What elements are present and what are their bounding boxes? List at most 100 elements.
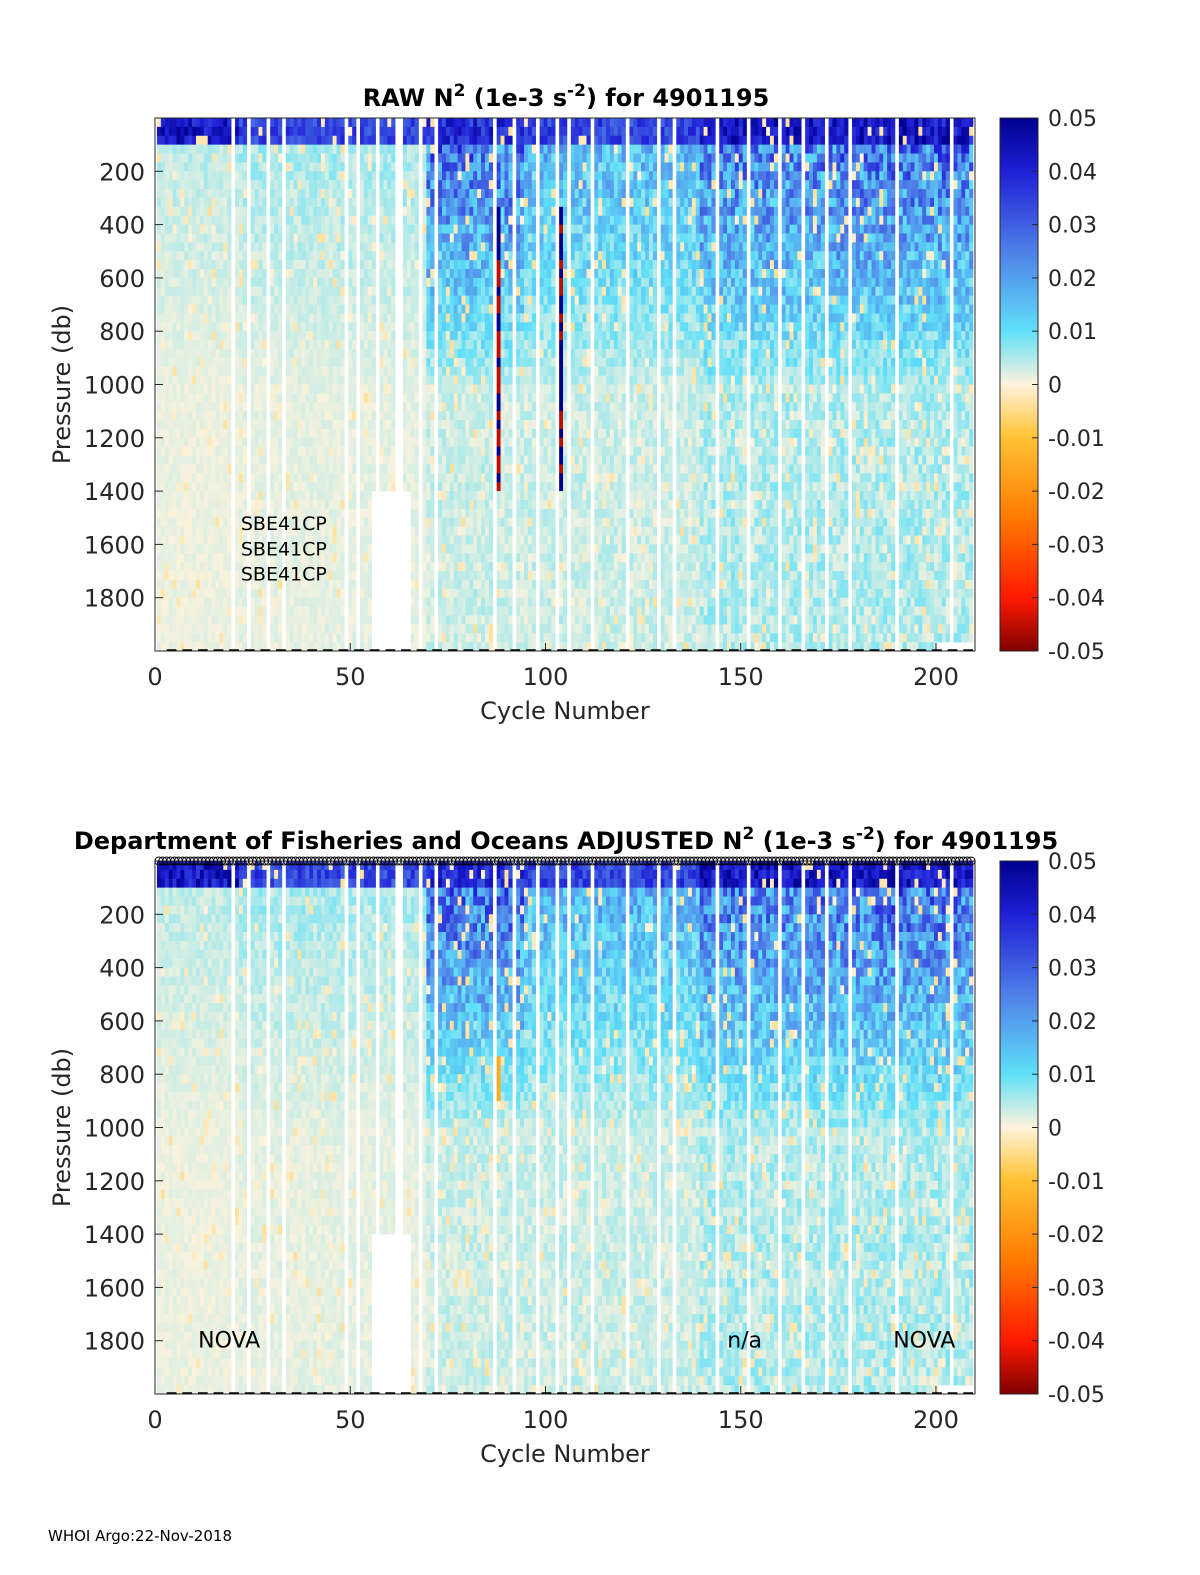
heatmap-cell	[524, 242, 528, 251]
heatmap-cell	[255, 482, 259, 491]
heatmap-cell	[532, 180, 536, 189]
heatmap-cell	[305, 500, 309, 509]
heatmap-cell	[180, 536, 184, 545]
heatmap-cell	[208, 393, 212, 402]
heatmap-cell	[216, 607, 220, 616]
heatmap-cell	[489, 171, 493, 180]
heatmap-cell	[422, 589, 426, 598]
heatmap-cell	[485, 349, 489, 358]
heatmap-cell	[360, 233, 364, 242]
heatmap-cell	[258, 438, 262, 447]
heatmap-cell	[270, 260, 274, 269]
heatmap-cell	[383, 358, 387, 367]
heatmap-cell	[430, 393, 434, 402]
heatmap-cell	[251, 154, 255, 163]
heatmap-cell	[255, 598, 259, 607]
heatmap-cell	[348, 447, 352, 456]
heatmap-cell	[208, 242, 212, 251]
heatmap-cell	[290, 500, 294, 509]
heatmap-cell	[227, 447, 231, 456]
heatmap-cell	[469, 456, 473, 465]
heatmap-cell	[204, 358, 208, 367]
heatmap-cell	[372, 145, 376, 154]
heatmap-cell	[380, 162, 384, 171]
heatmap-cell	[278, 180, 282, 189]
heatmap-cell	[317, 615, 321, 624]
heatmap-cell	[489, 278, 493, 287]
heatmap-cell	[313, 313, 317, 322]
heatmap-cell	[274, 180, 278, 189]
heatmap-cell	[157, 278, 161, 287]
heatmap-cell	[278, 171, 282, 180]
heatmap-cell	[473, 349, 477, 358]
heatmap-cell	[313, 180, 317, 189]
heatmap-cell	[223, 162, 227, 171]
heatmap-cell	[235, 589, 239, 598]
heatmap-cell	[458, 544, 462, 553]
heatmap-cell	[368, 118, 372, 127]
heatmap-cell	[235, 233, 239, 242]
heatmap-cell	[422, 305, 426, 314]
heatmap-cell	[391, 260, 395, 269]
heatmap-cell	[176, 473, 180, 482]
heatmap-cell	[337, 438, 341, 447]
heatmap-cell	[321, 420, 325, 429]
heatmap-cell	[438, 331, 442, 340]
heatmap-cell	[223, 269, 227, 278]
heatmap-cell	[352, 500, 356, 509]
heatmap-cell	[325, 251, 329, 260]
heatmap-cell	[364, 233, 368, 242]
heatmap-cell	[251, 313, 255, 322]
heatmap-cell	[270, 376, 274, 385]
heatmap-cell	[313, 456, 317, 465]
heatmap-cell	[528, 456, 532, 465]
heatmap-cell	[317, 154, 321, 163]
heatmap-cell	[450, 624, 454, 633]
heatmap-cell	[301, 367, 305, 376]
heatmap-cell	[204, 402, 208, 411]
heatmap-cell	[450, 313, 454, 322]
heatmap-cell	[469, 607, 473, 616]
heatmap-cell	[216, 340, 220, 349]
heatmap-cell	[333, 189, 337, 198]
heatmap-cell	[188, 367, 192, 376]
heatmap-cell	[309, 233, 313, 242]
heatmap-cell	[473, 589, 477, 598]
heatmap-cell	[321, 233, 325, 242]
heatmap-cell	[309, 269, 313, 278]
heatmap-cell	[481, 305, 485, 314]
heatmap-cell	[235, 536, 239, 545]
heatmap-cell	[157, 207, 161, 216]
heatmap-cell	[227, 207, 231, 216]
heatmap-cell	[352, 331, 356, 340]
heatmap-cell	[524, 233, 528, 242]
heatmap-cell	[473, 278, 477, 287]
heatmap-cell	[340, 278, 344, 287]
heatmap-cell	[227, 402, 231, 411]
heatmap-cell	[497, 420, 501, 429]
heatmap-cell	[422, 278, 426, 287]
heatmap-cell	[501, 615, 505, 624]
heatmap-cell	[223, 562, 227, 571]
heatmap-cell	[407, 385, 411, 394]
heatmap-cell	[309, 607, 313, 616]
heatmap-cell	[501, 438, 505, 447]
heatmap-cell	[340, 562, 344, 571]
heatmap-cell	[290, 598, 294, 607]
heatmap-cell	[216, 456, 220, 465]
heatmap-cell	[239, 482, 243, 491]
heatmap-cell	[446, 402, 450, 411]
heatmap-cell	[504, 349, 508, 358]
heatmap-cell	[337, 482, 341, 491]
heatmap-cell	[411, 562, 415, 571]
heatmap-cell	[485, 154, 489, 163]
heatmap-cell	[286, 171, 290, 180]
heatmap-cell	[333, 385, 337, 394]
heatmap-cell	[294, 198, 298, 207]
heatmap-cell	[383, 260, 387, 269]
heatmap-cell	[360, 313, 364, 322]
heatmap-cell	[278, 225, 282, 234]
heatmap-cell	[532, 491, 536, 500]
heatmap-cell	[227, 242, 231, 251]
heatmap-cell	[204, 447, 208, 456]
